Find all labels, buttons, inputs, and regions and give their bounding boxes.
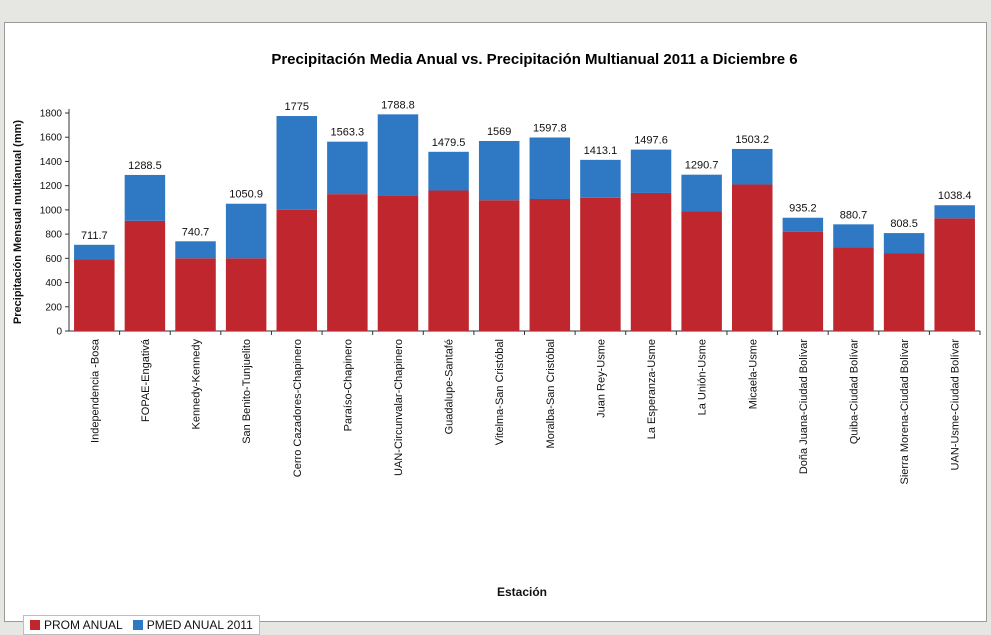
legend-item-pmed-anual-2011: PMED ANUAL 2011 — [132, 618, 253, 632]
bar-pmed-anual-2011-10 — [580, 159, 621, 198]
bar-prom-anual-12 — [681, 211, 722, 331]
bar-pmed-anual-2011-5 — [327, 141, 368, 195]
y-tick-label-0: 0 — [56, 327, 62, 338]
bar-pmed-anual-2011-14 — [782, 217, 824, 232]
bar-prom-anual-2 — [175, 258, 216, 331]
data-label-17: 1038.4 — [938, 190, 972, 202]
bar-prom-anual-8 — [478, 200, 520, 331]
x-tick-label-9: Moralba-San Cristóbal — [545, 339, 557, 448]
legend-swatch-pmed-anual-2011 — [132, 620, 143, 630]
x-axis-title: Estación — [497, 585, 547, 599]
bar-prom-anual-10 — [580, 197, 621, 331]
x-tick-label-4: Cerro Cazadores-Chapinero — [292, 339, 304, 477]
data-label-1: 1288.5 — [128, 160, 162, 172]
y-tick-label-8: 1600 — [40, 133, 63, 144]
x-tick-label-8: Vitelma-San Cristóbal — [494, 339, 506, 445]
data-label-12: 1290.7 — [685, 160, 719, 172]
legend-label-prom-anual: PROM ANUAL — [44, 618, 123, 632]
bar-pmed-anual-2011-8 — [478, 140, 520, 201]
bar-prom-anual-0 — [74, 259, 115, 331]
legend-item-prom-anual: PROM ANUAL — [30, 618, 123, 632]
y-tick-label-1: 200 — [45, 302, 62, 313]
y-tick-label-4: 800 — [45, 230, 62, 241]
x-tick-label-2: Kennedy-Kennedy — [191, 339, 203, 430]
bar-pmed-anual-2011-0 — [74, 244, 115, 260]
bar-pmed-anual-2011-4 — [276, 116, 317, 210]
x-tick-label-16: Sierra Morena-Ciudad Bolívar — [899, 339, 911, 485]
x-tick-label-10: Juan Rey-Usme — [595, 339, 607, 418]
data-label-4: 1775 — [285, 101, 309, 113]
y-tick-label-9: 1800 — [40, 109, 63, 120]
bar-pmed-anual-2011-6 — [377, 114, 419, 196]
data-label-5: 1563.3 — [331, 127, 365, 139]
legend-label-pmed-anual-2011: PMED ANUAL 2011 — [146, 618, 253, 632]
bar-prom-anual-9 — [529, 198, 571, 331]
data-label-6: 1788.8 — [381, 99, 415, 111]
legend: PROM ANUAL PMED ANUAL 2011 — [23, 615, 260, 635]
bar-pmed-anual-2011-11 — [630, 149, 672, 193]
chart-area: Precipitación Media Anual vs. Precipitac… — [4, 22, 987, 635]
bar-prom-anual-16 — [883, 253, 925, 331]
data-label-15: 880.7 — [840, 209, 868, 221]
legend-swatch-prom-anual — [30, 620, 40, 630]
bar-pmed-anual-2011-1 — [124, 174, 166, 221]
chart-svg: Precipitación Media Anual vs. Precipitac… — [12, 51, 981, 599]
x-tick-label-5: Paraíso-Chapinero — [342, 339, 354, 431]
x-tick-label-12: La Unión-Usme — [697, 339, 709, 415]
x-tick-label-7: Guadalupe-Santafé — [444, 339, 456, 434]
bar-pmed-anual-2011-2 — [175, 241, 216, 259]
bar-prom-anual-4 — [276, 209, 317, 331]
data-label-10: 1413.1 — [584, 145, 618, 157]
bar-pmed-anual-2011-9 — [529, 137, 571, 199]
x-tick-label-13: Micaela-Usme — [747, 339, 759, 409]
bar-prom-anual-6 — [377, 195, 419, 331]
x-tick-label-15: Quiba-Ciudad Bolívar — [848, 339, 860, 445]
bar-prom-anual-15 — [833, 247, 874, 331]
bar-prom-anual-13 — [732, 184, 773, 331]
data-label-8: 1569 — [487, 126, 511, 138]
bar-prom-anual-11 — [630, 192, 672, 331]
x-tick-label-1: FOPAE-Engativá — [140, 338, 152, 422]
x-tick-label-6: UAN-Circunvalar-Chapinero — [393, 339, 405, 476]
data-label-9: 1597.8 — [533, 122, 567, 134]
bar-pmed-anual-2011-16 — [883, 233, 925, 254]
bar-prom-anual-1 — [124, 220, 166, 331]
bar-pmed-anual-2011-3 — [225, 203, 267, 259]
data-label-7: 1479.5 — [432, 137, 466, 149]
bar-prom-anual-5 — [327, 194, 368, 331]
data-label-0: 711.7 — [81, 230, 108, 242]
data-label-14: 935.2 — [789, 203, 817, 215]
y-tick-label-5: 1000 — [40, 205, 63, 216]
bar-pmed-anual-2011-15 — [833, 224, 874, 248]
y-tick-label-7: 1400 — [40, 157, 63, 168]
chart-title: Precipitación Media Anual vs. Precipitac… — [271, 51, 797, 68]
bar-pmed-anual-2011-17 — [934, 205, 975, 219]
y-tick-label-3: 600 — [45, 254, 62, 265]
bar-pmed-anual-2011-7 — [428, 151, 469, 191]
bar-prom-anual-7 — [428, 190, 469, 331]
x-tick-label-17: UAN-Usme-Ciudad Bolívar — [950, 339, 962, 471]
x-tick-label-11: La Esperanza-Usme — [646, 339, 658, 439]
x-tick-label-3: San Benito-Tunjuelito — [241, 339, 253, 444]
bar-prom-anual-17 — [934, 218, 975, 331]
data-label-11: 1497.6 — [634, 135, 668, 147]
bar-pmed-anual-2011-12 — [681, 174, 722, 212]
x-tick-label-14: Doña Juana-Ciudad Bolívar — [798, 339, 810, 474]
bar-prom-anual-3 — [225, 258, 267, 331]
x-tick-label-0: Independencia -Bosa — [89, 338, 101, 443]
data-label-2: 740.7 — [182, 226, 210, 238]
data-label-3: 1050.9 — [229, 189, 263, 201]
data-label-13: 1503.2 — [735, 134, 769, 146]
bar-prom-anual-14 — [782, 231, 824, 331]
y-tick-label-6: 1200 — [40, 181, 63, 192]
data-label-16: 808.5 — [890, 218, 918, 230]
y-tick-label-2: 400 — [45, 278, 62, 289]
bar-pmed-anual-2011-13 — [732, 148, 773, 185]
y-axis-title: Precipitación Mensual multianual (mm) — [12, 120, 24, 324]
